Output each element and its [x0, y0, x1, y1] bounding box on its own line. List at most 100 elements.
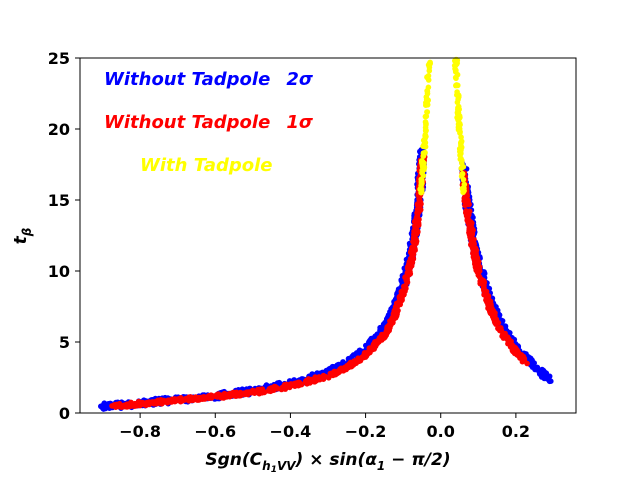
series-1-point: [320, 372, 327, 379]
x-tick-label: −0.6: [194, 422, 236, 441]
series-1-point: [413, 223, 420, 229]
series-1-point: [177, 398, 184, 405]
series-1-point: [165, 397, 172, 404]
series-2-point: [461, 187, 467, 194]
y-tick-label: 25: [48, 49, 70, 68]
series-1-point: [388, 319, 395, 326]
series-1-point: [384, 325, 391, 331]
series-2-point: [426, 67, 433, 74]
series-1-point: [508, 341, 514, 348]
series-2-point: [427, 59, 433, 66]
series-0-point: [372, 333, 379, 340]
series-2-point: [458, 155, 464, 162]
series-2-point: [457, 148, 463, 155]
series-1-point: [409, 250, 415, 256]
series-1-point: [214, 393, 220, 400]
series-1-point: [400, 287, 406, 294]
series-1-point: [462, 194, 468, 201]
series-0-point: [546, 378, 553, 385]
series-2-point: [457, 121, 463, 128]
series-2-point: [422, 133, 428, 139]
series-2-point: [423, 120, 429, 127]
series-1-point: [413, 238, 420, 244]
series-0-point: [543, 370, 550, 377]
series-1-point: [490, 308, 497, 314]
series-0-point: [367, 337, 374, 343]
series-1-point: [404, 265, 411, 272]
series-1-point: [404, 269, 411, 276]
series-1-point: [363, 353, 370, 359]
series-1-point: [353, 360, 360, 366]
series-1-point: [394, 300, 401, 307]
series-1-point: [416, 198, 423, 204]
series-1-point: [410, 243, 417, 249]
series-1-point: [371, 342, 377, 349]
series-2-point: [425, 77, 432, 83]
series-2-point: [454, 71, 461, 78]
series-1-point: [153, 401, 160, 407]
series-1-point: [414, 214, 421, 220]
y-tick-label: 5: [59, 333, 70, 352]
series-2-point: [456, 106, 463, 113]
series-1-point: [270, 385, 277, 392]
series-1-point: [511, 346, 518, 353]
legend-entry-2-text: With Tadpole: [140, 155, 273, 176]
ticks-layer: −0.8 −0.6 −0.4 −0.2 0.0 0.2 0 5 10 15 20 25: [48, 49, 530, 441]
series-1-point: [111, 403, 118, 410]
series-2-point: [424, 98, 431, 104]
series-1-point: [245, 389, 251, 396]
series-1-point: [472, 246, 479, 253]
series-2-point: [457, 130, 463, 136]
series-1-point: [284, 383, 291, 390]
series-0-point: [276, 379, 283, 386]
series-1-point: [142, 401, 148, 408]
series-2-point: [458, 134, 464, 140]
series-1-point: [502, 330, 508, 337]
series-1-point: [279, 384, 286, 391]
series-0-point: [470, 214, 476, 221]
series-1-point: [127, 403, 134, 410]
series-2-point: [459, 170, 466, 177]
series-2-point: [423, 94, 430, 100]
y-tick-label: 20: [48, 120, 70, 139]
series-0-point: [101, 400, 108, 407]
series-1-point: [476, 268, 483, 274]
series-1-point: [132, 401, 139, 407]
series-0-point: [538, 371, 544, 378]
points-layer: [98, 56, 554, 412]
series-1-point: [331, 368, 338, 375]
series-1-point: [223, 393, 230, 399]
series-2-point: [422, 127, 429, 134]
series-1-point: [305, 376, 312, 382]
x-tick-label: −0.4: [270, 422, 312, 441]
series-2-point: [453, 61, 460, 67]
series-1-point: [411, 231, 417, 238]
series-1-point: [233, 393, 239, 399]
series-1-point: [346, 361, 353, 367]
series-1-point: [188, 394, 195, 401]
series-1-point: [293, 382, 299, 389]
series-1-point: [415, 207, 422, 214]
series-0-point: [356, 347, 363, 354]
series-1-point: [195, 394, 202, 401]
series-1-point: [259, 390, 266, 396]
series-2-point: [458, 144, 465, 151]
series-1-point: [376, 335, 383, 341]
series-2-point: [455, 82, 461, 89]
series-2-point: [456, 93, 462, 99]
series-1-point: [472, 261, 478, 267]
series-2-point: [456, 126, 463, 132]
x-tick-label: −0.8: [119, 422, 161, 441]
series-1-point: [466, 219, 473, 225]
series-1-point: [514, 352, 520, 358]
x-tick-label: 0.0: [427, 422, 455, 441]
series-2-point: [420, 137, 427, 144]
y-tick-label: 10: [48, 262, 70, 281]
series-2-point: [419, 170, 425, 176]
series-2-point: [423, 113, 430, 120]
series-1-point: [148, 399, 154, 406]
series-1-point: [317, 376, 323, 383]
series-1-point: [480, 283, 487, 290]
y-tick-label: 15: [48, 191, 70, 210]
